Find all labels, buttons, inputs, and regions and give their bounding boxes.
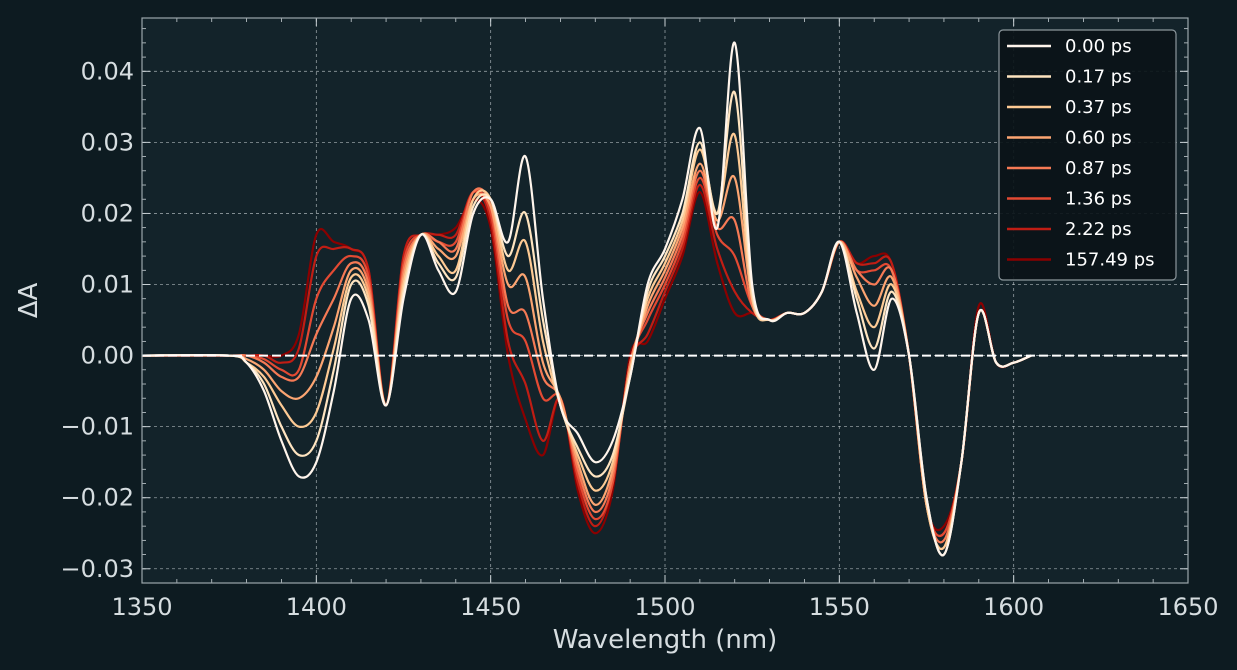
legend-label: 1.36 ps [1065, 189, 1132, 210]
legend-box [998, 29, 1177, 281]
x-axis-title: Wavelength (nm) [553, 625, 778, 655]
x-tick-label: 1550 [809, 593, 870, 621]
legend-label: 0.60 ps [1065, 128, 1132, 149]
y-tick-label: −0.02 [60, 484, 134, 512]
y-tick-label: 0.04 [81, 57, 134, 85]
x-tick-label: 1500 [634, 593, 695, 621]
y-tick-label: 0.02 [81, 199, 134, 227]
x-tick-label: 1650 [1157, 593, 1218, 621]
x-tick-label: 1350 [111, 593, 172, 621]
plot-frame [141, 17, 1189, 584]
x-tick-label: 1400 [286, 593, 347, 621]
legend-label: 2.22 ps [1065, 219, 1132, 240]
series-line [141, 41, 1032, 557]
legend-label: 0.00 ps [1065, 36, 1132, 57]
legend-label: 157.49 ps [1065, 250, 1155, 271]
y-tick-label: 0.03 [81, 128, 134, 156]
x-tick-labels: 1350 1400 1450 1500 1550 1600 1650 [111, 593, 1218, 621]
y-axis-title: ΔA [14, 283, 44, 319]
legend-label: 0.37 ps [1065, 97, 1132, 118]
y-tick-label: −0.03 [60, 555, 134, 583]
x-tick-label: 1600 [983, 593, 1044, 621]
y-tick-label: 0.00 [81, 342, 134, 370]
y-tick-labels: −0.03 −0.02 −0.01 0.00 0.01 0.02 0.03 0.04 [60, 57, 134, 582]
legend-label: 0.87 ps [1065, 158, 1132, 179]
x-tick-label: 1450 [460, 593, 521, 621]
y-tick-label: −0.01 [60, 413, 134, 441]
legend-label: 0.17 ps [1065, 67, 1132, 88]
y-tick-label: 0.01 [81, 271, 134, 299]
legend: 0.00 ps 0.17 ps 0.37 ps 0.60 ps 0.87 ps 1.36 … [998, 29, 1177, 281]
